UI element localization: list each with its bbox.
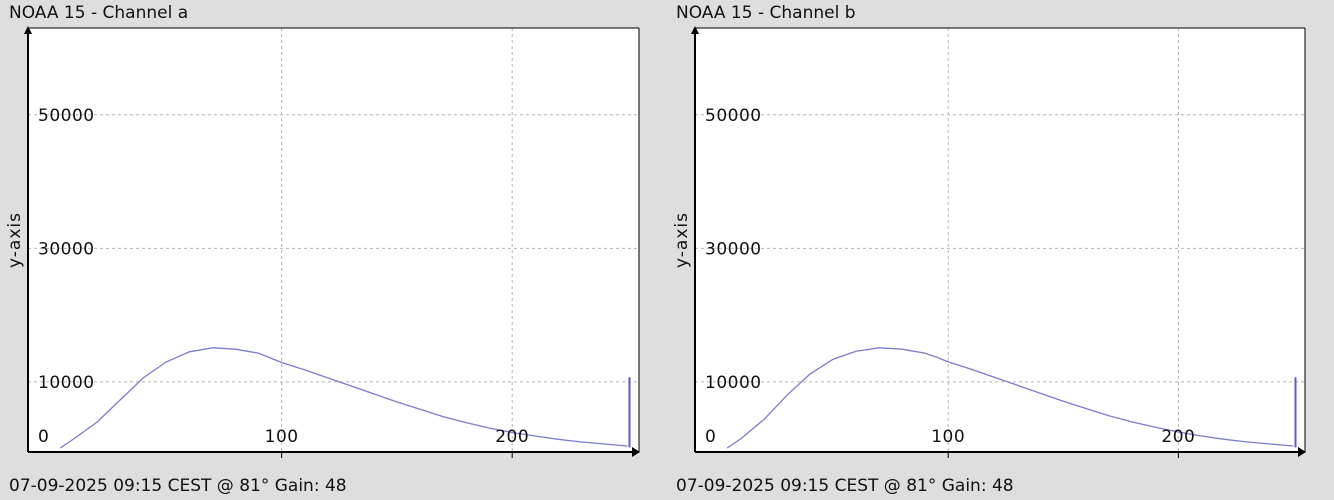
y-axis-label: y-axis bbox=[5, 212, 25, 268]
x-tick-label: 200 bbox=[1161, 427, 1195, 447]
y-tick-label: 10000 bbox=[38, 373, 95, 393]
x-tick-label: 100 bbox=[931, 427, 965, 447]
y-tick-label: 30000 bbox=[705, 239, 762, 259]
series-line bbox=[59, 347, 628, 449]
y-axis-arrow bbox=[24, 26, 32, 34]
chart-footer: 07-09-2025 09:15 CEST @ 81° Gain: 48 bbox=[9, 476, 347, 496]
plot-area bbox=[695, 28, 1305, 452]
y-axis-label: y-axis bbox=[672, 212, 692, 268]
series-line bbox=[726, 347, 1294, 449]
y-tick-label: 30000 bbox=[38, 239, 95, 259]
chart-title: NOAA 15 - Channel b bbox=[676, 3, 856, 23]
y-tick-label: 50000 bbox=[38, 106, 95, 126]
y-tick-label: 10000 bbox=[705, 373, 762, 393]
x-axis-arrow bbox=[1298, 447, 1306, 457]
x-tick-label: 100 bbox=[265, 427, 299, 447]
x-axis-arrow bbox=[632, 447, 640, 457]
y-axis-arrow bbox=[691, 26, 699, 34]
chart-panel-b: NOAA 15 - Channel b 0 100 200 10000 30000 500… bbox=[667, 0, 1334, 500]
plot-area bbox=[28, 28, 639, 452]
chart-panel-a: NOAA 15 - Channel a 0 100 200 10000 30000 500… bbox=[5, 3, 640, 496]
chart-footer: 07-09-2025 09:15 CEST @ 81° Gain: 48 bbox=[676, 476, 1014, 496]
x-tick-label: 0 bbox=[705, 427, 716, 447]
chart-title: NOAA 15 - Channel a bbox=[9, 3, 189, 23]
chart-a-svg: 0 100 200 10000 30000 50000 y-axis bbox=[5, 26, 640, 458]
x-tick-label: 200 bbox=[495, 427, 529, 447]
y-tick-label: 50000 bbox=[705, 106, 762, 126]
chart-b-svg: 0 100 200 10000 30000 50000 y-axis bbox=[672, 26, 1306, 458]
x-tick-label: 0 bbox=[38, 427, 49, 447]
